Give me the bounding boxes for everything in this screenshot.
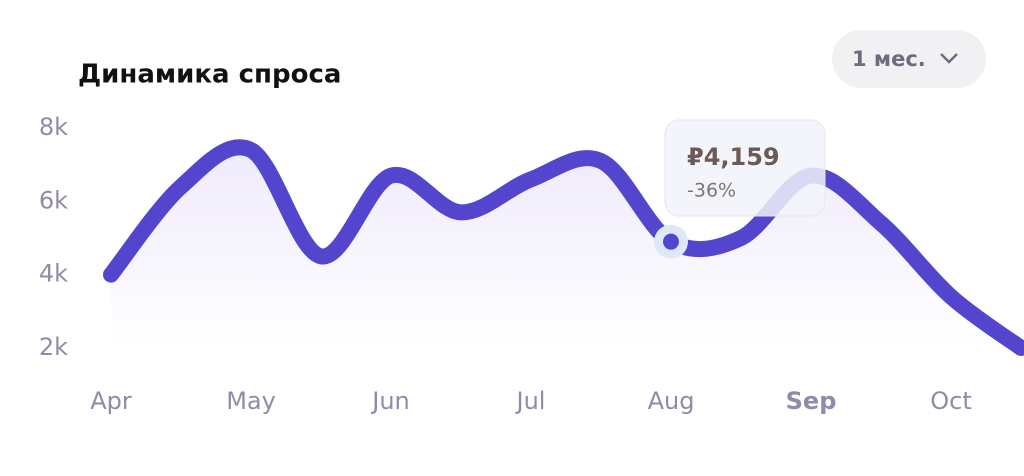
area [111, 147, 1021, 348]
chart-title: Динамика спроса [78, 60, 341, 90]
y-tick-label: 8k [39, 113, 68, 141]
period-label[interactable]: 1 мес. [852, 47, 926, 71]
line [103, 139, 1024, 356]
tooltip [664, 119, 826, 217]
x-tick-label: Aug [648, 387, 695, 415]
x-tick-label: May [226, 387, 276, 415]
period-button[interactable] [832, 30, 986, 88]
y-tick-label: 6k [39, 186, 68, 214]
y-tick-label: 2k [39, 333, 68, 361]
plot: 2k 4k 6k 8k Apr May Jun Jul Aug Sep Oct ₽4,159 -36% [39, 113, 1024, 415]
x-tick-label: Jul [515, 387, 546, 415]
x-tick-label: Jun [370, 387, 410, 415]
highlight-point [663, 233, 679, 250]
x-tick-label: Oct [930, 387, 972, 415]
chevron [940, 53, 958, 64]
tooltip-change: -36% [687, 180, 736, 202]
tooltip-price: ₽4,159 [687, 143, 780, 171]
x-tick-label: Apr [90, 387, 132, 415]
x-tick-label: Sep [786, 387, 837, 415]
y-tick-label: 4k [39, 260, 68, 288]
